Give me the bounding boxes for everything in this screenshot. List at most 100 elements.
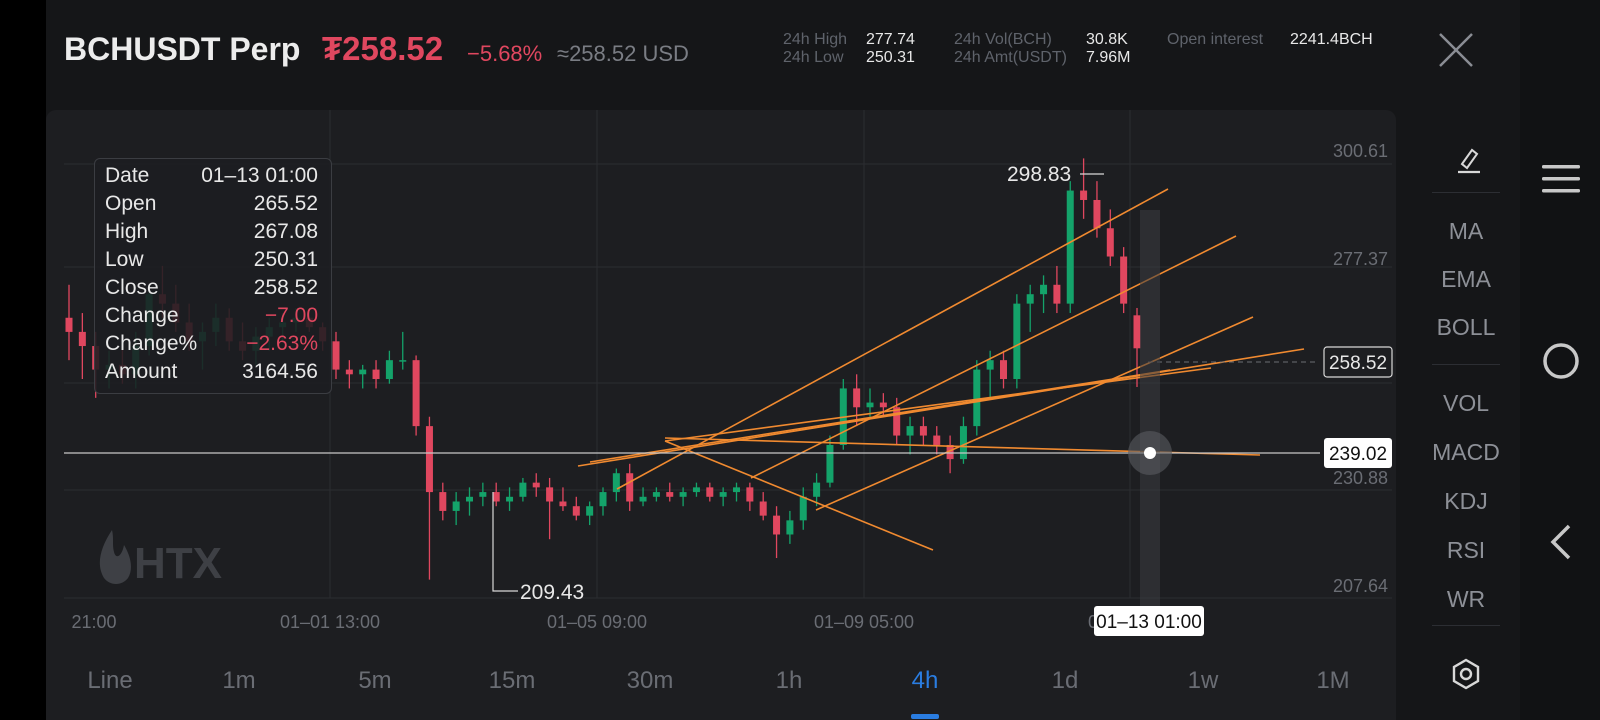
close-icon[interactable] bbox=[1436, 30, 1476, 70]
candle-body bbox=[973, 369, 981, 427]
candle-body bbox=[506, 496, 514, 502]
timeframe-1m[interactable]: 1M bbox=[1316, 667, 1350, 694]
candle-body bbox=[1000, 360, 1007, 380]
candle-body bbox=[692, 487, 700, 493]
indicator-wr[interactable]: WR bbox=[1446, 586, 1486, 612]
candle-body bbox=[572, 506, 580, 516]
draw-pencil-icon[interactable] bbox=[1452, 142, 1486, 176]
candle-body bbox=[1106, 228, 1114, 257]
watermark: HTX bbox=[99, 530, 222, 588]
candle-body bbox=[813, 482, 821, 497]
candle-body bbox=[345, 369, 353, 375]
timeframe-1d[interactable]: 1d bbox=[1051, 667, 1079, 694]
y-tick-label: 230.88 bbox=[1333, 468, 1388, 488]
indicator-ma[interactable]: MA bbox=[1448, 218, 1484, 244]
info-label: Change% bbox=[105, 332, 198, 355]
info-label: High bbox=[105, 220, 149, 243]
info-row: Close 258.52 bbox=[105, 276, 318, 302]
candle-body bbox=[1066, 190, 1074, 304]
candle-body bbox=[799, 496, 807, 521]
candle-body bbox=[492, 492, 500, 502]
candle-body bbox=[759, 501, 767, 516]
change-percent: −5.68% bbox=[467, 41, 543, 66]
candle-body bbox=[706, 487, 714, 497]
android-nav-bar bbox=[1520, 0, 1600, 720]
trendlines[interactable] bbox=[577, 188, 1305, 551]
indicator-vol[interactable]: VOL bbox=[1442, 390, 1490, 416]
stat-amt-value: 7.96M bbox=[1086, 49, 1131, 66]
timeframe-1h[interactable]: 1h bbox=[775, 667, 803, 694]
symbol-name[interactable]: BCHUSDT Perp bbox=[64, 31, 301, 67]
info-row: High 267.08 bbox=[105, 220, 318, 246]
timeframe-30m[interactable]: 30m bbox=[626, 667, 674, 694]
timeframe-line[interactable]: Line bbox=[87, 667, 133, 694]
candle-body bbox=[412, 360, 420, 427]
current-price-box bbox=[1323, 346, 1393, 378]
indicator-kdj[interactable]: KDJ bbox=[1444, 488, 1488, 514]
timeframe-5m[interactable]: 5m bbox=[358, 667, 392, 694]
candle-body bbox=[466, 496, 473, 502]
info-value: 258.52 bbox=[253, 276, 318, 299]
candle-body bbox=[359, 369, 367, 375]
candle-body bbox=[786, 520, 794, 535]
info-row: Change −7.00 bbox=[105, 304, 318, 330]
timeframe-1w[interactable]: 1w bbox=[1187, 667, 1219, 694]
candle-body bbox=[906, 426, 914, 436]
info-label: Open bbox=[105, 192, 157, 215]
candle-body bbox=[546, 487, 554, 502]
info-value: 01–13 01:00 bbox=[201, 164, 318, 187]
stat-oi-label: Open interest bbox=[1167, 31, 1264, 48]
toolbar-divider bbox=[1432, 364, 1500, 365]
candle-body bbox=[959, 426, 967, 460]
crosshair-time-label: 01–13 01:00 bbox=[1096, 612, 1202, 633]
home-circle-icon[interactable] bbox=[1540, 340, 1582, 382]
min-price-label: 209.43 bbox=[520, 581, 584, 604]
menu-icon[interactable] bbox=[1540, 162, 1582, 196]
candle-body bbox=[1120, 256, 1128, 304]
timeframe-15m[interactable]: 15m bbox=[488, 667, 536, 694]
candle-body bbox=[879, 402, 887, 408]
stat-high-value: 277.74 bbox=[866, 31, 915, 48]
stat-oi-value: 2241.4BCH bbox=[1290, 31, 1373, 48]
indicator-boll[interactable]: BOLL bbox=[1436, 314, 1496, 340]
candle-body bbox=[479, 492, 487, 497]
info-label: Amount bbox=[105, 360, 178, 383]
info-row: Change% −2.63% bbox=[105, 332, 318, 358]
candle-body bbox=[385, 360, 393, 380]
info-row: Amount 3164.56 bbox=[105, 360, 318, 386]
back-icon[interactable] bbox=[1547, 522, 1577, 562]
candle-body bbox=[65, 317, 73, 332]
ohlc-info-box bbox=[94, 158, 332, 394]
candle-body bbox=[652, 492, 660, 497]
timeframe-1m[interactable]: 1m bbox=[222, 667, 256, 694]
candle-body bbox=[719, 492, 727, 497]
last-price: ₮258.52 bbox=[322, 30, 444, 67]
max-price-label: 298.83 bbox=[1007, 163, 1071, 186]
x-tick-label: 21:00 bbox=[71, 612, 116, 632]
candle-body bbox=[626, 473, 634, 502]
info-row: Date 01–13 01:00 bbox=[105, 164, 318, 190]
timeframe-4h[interactable]: 4h bbox=[911, 667, 939, 694]
indicator-rsi[interactable]: RSI bbox=[1446, 537, 1486, 563]
candle-body bbox=[599, 492, 607, 507]
candle-body bbox=[1026, 294, 1034, 304]
x-tick-label: 01–01 13:00 bbox=[280, 612, 380, 632]
candle-body bbox=[679, 492, 687, 497]
info-value: 3164.56 bbox=[242, 360, 318, 383]
info-label: Date bbox=[105, 164, 150, 187]
market-header bbox=[46, 0, 1520, 100]
active-timeframe-indicator bbox=[911, 714, 939, 719]
indicator-macd[interactable]: MACD bbox=[1432, 439, 1500, 465]
settings-icon[interactable] bbox=[1449, 657, 1483, 691]
info-label: Close bbox=[105, 276, 159, 299]
stat-vol-value: 30.8K bbox=[1086, 31, 1128, 48]
y-tick-label: 277.37 bbox=[1333, 249, 1388, 269]
candle-body bbox=[586, 506, 594, 516]
indicator-ema[interactable]: EMA bbox=[1441, 266, 1491, 292]
candle-body bbox=[893, 407, 901, 436]
x-tick-label-partial: 0 bbox=[1088, 612, 1098, 632]
candle-body bbox=[986, 360, 994, 370]
crosshair-vertical bbox=[1140, 210, 1160, 610]
y-tick-label: 300.61 bbox=[1333, 141, 1388, 161]
candle-body bbox=[1080, 190, 1088, 200]
